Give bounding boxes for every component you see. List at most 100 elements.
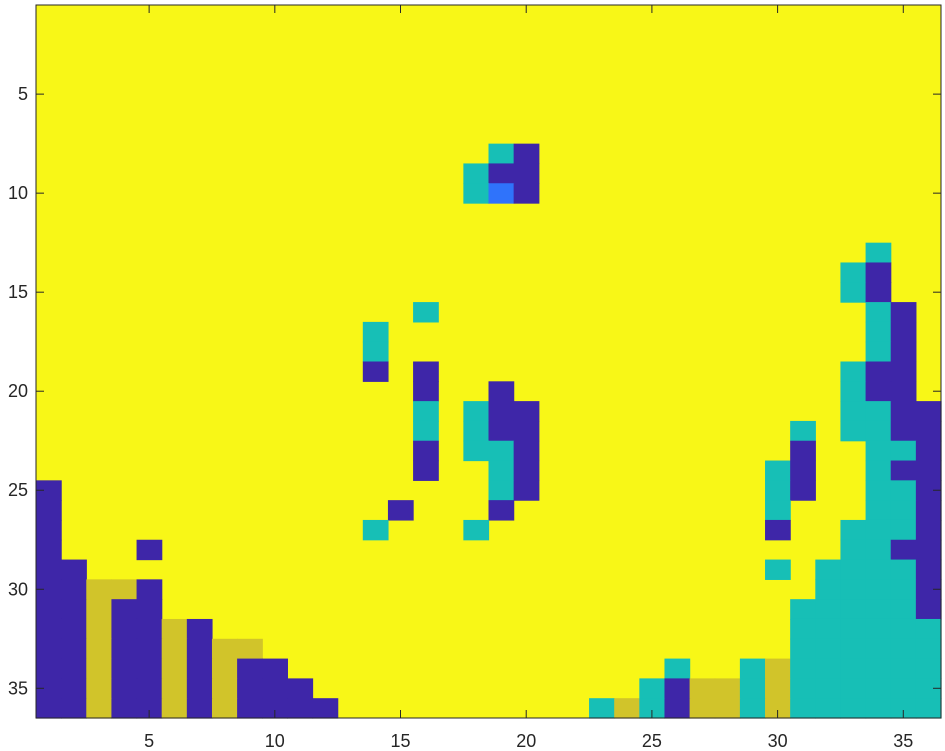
heatmap-cell bbox=[865, 658, 892, 679]
heatmap-cell bbox=[840, 539, 867, 561]
heatmap-cell bbox=[387, 500, 414, 521]
heatmap-cell bbox=[161, 678, 188, 699]
heatmap-cell bbox=[815, 618, 842, 640]
heatmap-cell bbox=[86, 618, 113, 640]
y-tick-label: 25 bbox=[8, 480, 28, 500]
heatmap-cell bbox=[915, 638, 942, 660]
heatmap-cell bbox=[186, 658, 213, 679]
heatmap-cell bbox=[36, 519, 62, 541]
heatmap-cell bbox=[840, 599, 867, 620]
heatmap-cell bbox=[111, 698, 138, 719]
heatmap-cell bbox=[36, 599, 62, 620]
heatmap-cell bbox=[765, 519, 791, 541]
y-tick-label: 30 bbox=[8, 579, 28, 599]
heatmap-cell bbox=[111, 678, 138, 699]
heatmap-cell bbox=[36, 678, 62, 699]
heatmap-cell bbox=[890, 480, 917, 501]
y-tick-label: 20 bbox=[8, 381, 28, 401]
x-tick-label: 5 bbox=[144, 731, 154, 751]
heatmap-cell bbox=[890, 519, 917, 541]
heatmap-cell bbox=[513, 163, 540, 184]
heatmap-cell bbox=[915, 618, 942, 640]
heatmap-cell bbox=[413, 381, 439, 402]
heatmap-cell bbox=[815, 559, 842, 580]
heatmap-cell bbox=[865, 500, 892, 521]
heatmap-cell bbox=[865, 420, 892, 442]
heatmap-cell bbox=[639, 698, 666, 719]
heatmap-cell bbox=[136, 658, 163, 679]
heatmap-cell bbox=[890, 658, 917, 679]
heatmap-cell bbox=[362, 519, 389, 541]
heatmap-cell bbox=[915, 579, 942, 600]
heatmap-cell bbox=[840, 618, 867, 640]
heatmap-cell bbox=[86, 638, 113, 660]
heatmap-cell bbox=[765, 480, 791, 501]
heatmap-cell bbox=[488, 163, 515, 184]
heatmap-cell bbox=[513, 420, 540, 442]
heatmap-cell bbox=[262, 658, 288, 679]
heatmap-cell bbox=[890, 381, 917, 402]
heatmap-cell bbox=[765, 460, 791, 481]
heatmap-cell bbox=[161, 638, 188, 660]
heatmap-cell bbox=[136, 638, 163, 660]
heatmap-cell bbox=[840, 401, 867, 422]
heatmap-cell bbox=[890, 539, 917, 561]
heatmap-cell bbox=[362, 321, 389, 343]
heatmap-cell bbox=[890, 361, 917, 382]
heatmap-cell bbox=[689, 678, 716, 699]
heatmap-cell bbox=[86, 678, 113, 699]
heatmap-cell bbox=[765, 500, 791, 521]
heatmap-cell bbox=[463, 401, 490, 422]
heatmap-cell bbox=[865, 302, 892, 323]
heatmap-cell bbox=[136, 678, 163, 699]
heatmap-cell bbox=[739, 658, 766, 679]
heatmap-cell bbox=[36, 638, 62, 660]
heatmap-cell bbox=[890, 460, 917, 481]
x-tick-label: 20 bbox=[516, 731, 536, 751]
heatmap-cell bbox=[86, 579, 113, 600]
heatmap-cell bbox=[865, 539, 892, 561]
heatmap-cell bbox=[639, 678, 666, 699]
heatmap-cell bbox=[61, 638, 87, 660]
heatmap-cell bbox=[790, 658, 816, 679]
heatmap-cell bbox=[413, 302, 439, 323]
heatmap-cell bbox=[513, 460, 540, 481]
heatmap-cell bbox=[865, 638, 892, 660]
heatmap-cell bbox=[664, 678, 691, 699]
heatmap-cell bbox=[915, 678, 942, 699]
heatmap-cell bbox=[890, 500, 917, 521]
heatmap-cell bbox=[36, 698, 62, 719]
heatmap-cell bbox=[865, 460, 892, 481]
axis-ticks bbox=[36, 5, 941, 718]
heatmap-cell bbox=[362, 361, 389, 382]
heatmap-cell bbox=[840, 381, 867, 402]
heatmap-cell bbox=[815, 698, 842, 719]
heatmap-cell bbox=[61, 678, 87, 699]
heatmap-cell bbox=[111, 638, 138, 660]
heatmap-background bbox=[36, 5, 941, 718]
heatmap-cell bbox=[237, 658, 263, 679]
heatmap-cell bbox=[262, 698, 288, 719]
heatmap-cell bbox=[513, 440, 540, 462]
heatmap-cell bbox=[211, 658, 238, 679]
heatmap-cell bbox=[111, 618, 138, 640]
heatmap-cell bbox=[463, 420, 490, 442]
heatmap-cell bbox=[865, 341, 892, 363]
heatmap-cell bbox=[86, 599, 113, 620]
heatmap-cell bbox=[815, 579, 842, 600]
heatmap-cell bbox=[36, 539, 62, 561]
heatmap-cell bbox=[111, 579, 138, 600]
heatmap-cell bbox=[865, 321, 892, 343]
heatmap-cell bbox=[765, 658, 791, 679]
heatmap-cell bbox=[488, 143, 515, 165]
heatmap-cell bbox=[915, 440, 942, 462]
axes-frame bbox=[35, 4, 942, 719]
heatmap-cell bbox=[865, 361, 892, 382]
heatmap-cell bbox=[513, 480, 540, 501]
heatmap-cell bbox=[463, 440, 490, 462]
heatmap-cell bbox=[840, 519, 867, 541]
heatmap-cell bbox=[287, 698, 314, 719]
heatmap-cell bbox=[915, 599, 942, 620]
heatmap-cell bbox=[815, 678, 842, 699]
heatmap-cell bbox=[111, 658, 138, 679]
